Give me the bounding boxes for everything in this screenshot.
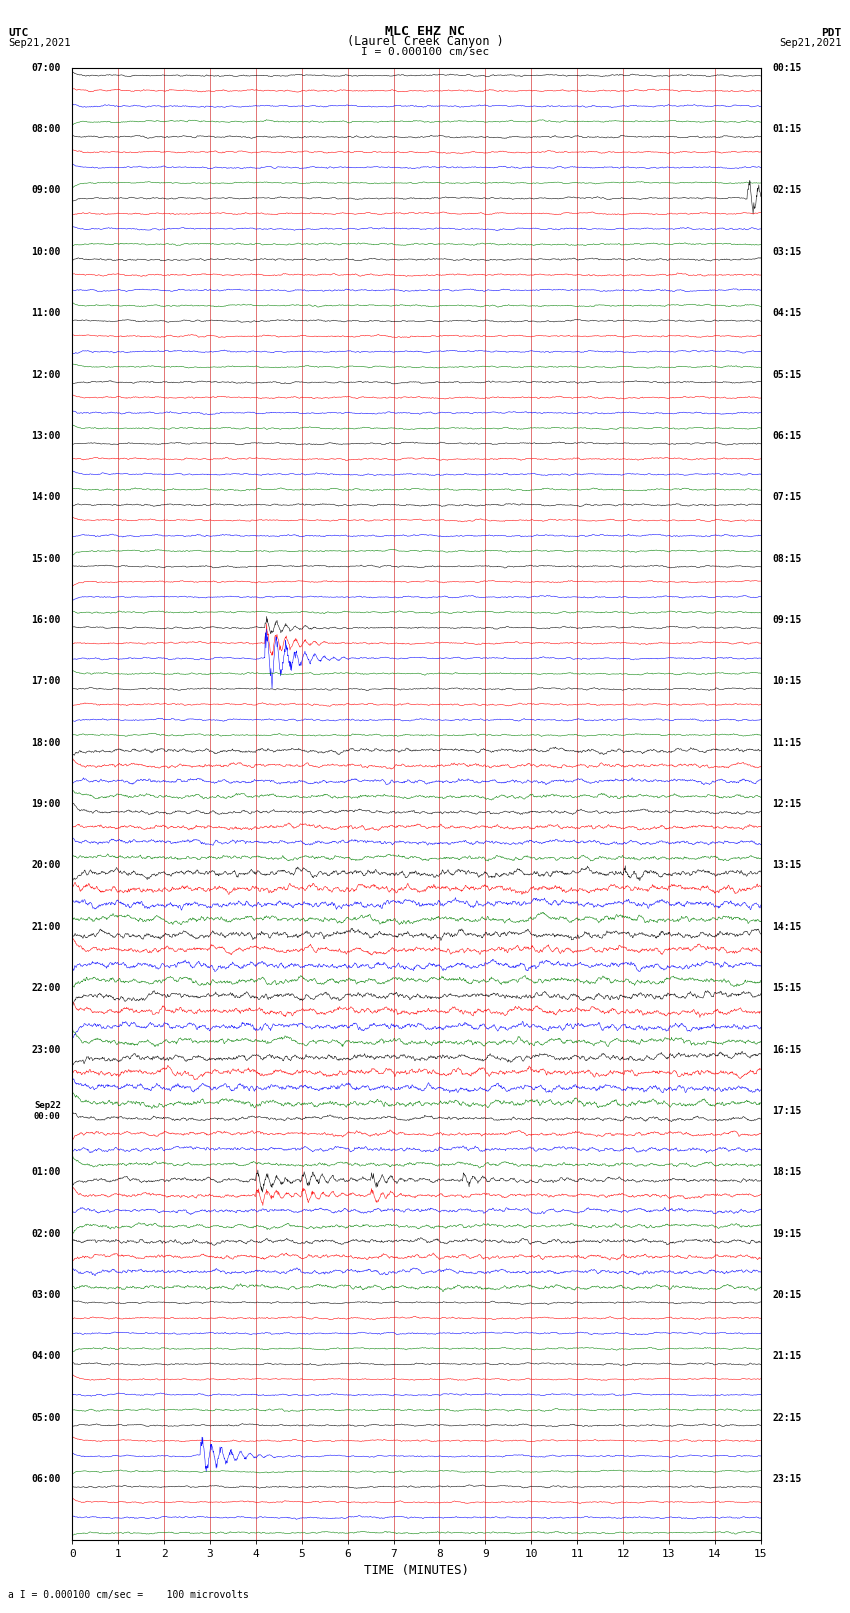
Text: 15:00: 15:00 bbox=[31, 553, 61, 563]
Text: UTC: UTC bbox=[8, 27, 29, 37]
Text: 08:15: 08:15 bbox=[772, 553, 802, 563]
Text: 05:15: 05:15 bbox=[772, 369, 802, 379]
Text: 21:15: 21:15 bbox=[772, 1352, 802, 1361]
Text: 10:15: 10:15 bbox=[772, 676, 802, 687]
Text: 05:00: 05:00 bbox=[31, 1413, 61, 1423]
Text: Sep21,2021: Sep21,2021 bbox=[779, 37, 842, 47]
Text: 16:00: 16:00 bbox=[31, 615, 61, 624]
Text: 14:15: 14:15 bbox=[772, 921, 802, 932]
Text: 04:00: 04:00 bbox=[31, 1352, 61, 1361]
Text: 23:15: 23:15 bbox=[772, 1474, 802, 1484]
Text: 07:15: 07:15 bbox=[772, 492, 802, 502]
Text: 13:15: 13:15 bbox=[772, 860, 802, 871]
Text: 01:15: 01:15 bbox=[772, 124, 802, 134]
Text: 02:00: 02:00 bbox=[31, 1229, 61, 1239]
Text: 07:00: 07:00 bbox=[31, 63, 61, 73]
Text: 02:15: 02:15 bbox=[772, 185, 802, 195]
Text: 12:00: 12:00 bbox=[31, 369, 61, 379]
Text: 17:15: 17:15 bbox=[772, 1107, 802, 1116]
Text: a I = 0.000100 cm/sec =    100 microvolts: a I = 0.000100 cm/sec = 100 microvolts bbox=[8, 1590, 249, 1600]
Text: 18:00: 18:00 bbox=[31, 737, 61, 748]
Text: 03:15: 03:15 bbox=[772, 247, 802, 256]
Text: PDT: PDT bbox=[821, 27, 842, 37]
Text: 12:15: 12:15 bbox=[772, 798, 802, 810]
Text: 20:00: 20:00 bbox=[31, 860, 61, 871]
Text: 06:15: 06:15 bbox=[772, 431, 802, 440]
Text: (Laurel Creek Canyon ): (Laurel Creek Canyon ) bbox=[347, 34, 503, 47]
Text: Sep21,2021: Sep21,2021 bbox=[8, 37, 71, 47]
Text: 09:00: 09:00 bbox=[31, 185, 61, 195]
Text: 19:15: 19:15 bbox=[772, 1229, 802, 1239]
Text: 15:15: 15:15 bbox=[772, 984, 802, 994]
Text: 19:00: 19:00 bbox=[31, 798, 61, 810]
Text: 13:00: 13:00 bbox=[31, 431, 61, 440]
Text: 00:00: 00:00 bbox=[34, 1111, 61, 1121]
Text: 11:00: 11:00 bbox=[31, 308, 61, 318]
Text: 22:00: 22:00 bbox=[31, 984, 61, 994]
Text: 20:15: 20:15 bbox=[772, 1290, 802, 1300]
Text: 21:00: 21:00 bbox=[31, 921, 61, 932]
Text: 09:15: 09:15 bbox=[772, 615, 802, 624]
Text: MLC EHZ NC: MLC EHZ NC bbox=[385, 24, 465, 37]
Text: 01:00: 01:00 bbox=[31, 1168, 61, 1177]
Text: I = 0.000100 cm/sec: I = 0.000100 cm/sec bbox=[361, 47, 489, 58]
Text: 08:00: 08:00 bbox=[31, 124, 61, 134]
Text: 17:00: 17:00 bbox=[31, 676, 61, 687]
Text: 18:15: 18:15 bbox=[772, 1168, 802, 1177]
Text: Sep22: Sep22 bbox=[34, 1102, 61, 1110]
Text: 11:15: 11:15 bbox=[772, 737, 802, 748]
Text: 00:15: 00:15 bbox=[772, 63, 802, 73]
Text: 10:00: 10:00 bbox=[31, 247, 61, 256]
Text: 03:00: 03:00 bbox=[31, 1290, 61, 1300]
Text: 04:15: 04:15 bbox=[772, 308, 802, 318]
X-axis label: TIME (MINUTES): TIME (MINUTES) bbox=[364, 1563, 469, 1576]
Text: 16:15: 16:15 bbox=[772, 1045, 802, 1055]
Text: 22:15: 22:15 bbox=[772, 1413, 802, 1423]
Text: 23:00: 23:00 bbox=[31, 1045, 61, 1055]
Text: 14:00: 14:00 bbox=[31, 492, 61, 502]
Text: 06:00: 06:00 bbox=[31, 1474, 61, 1484]
